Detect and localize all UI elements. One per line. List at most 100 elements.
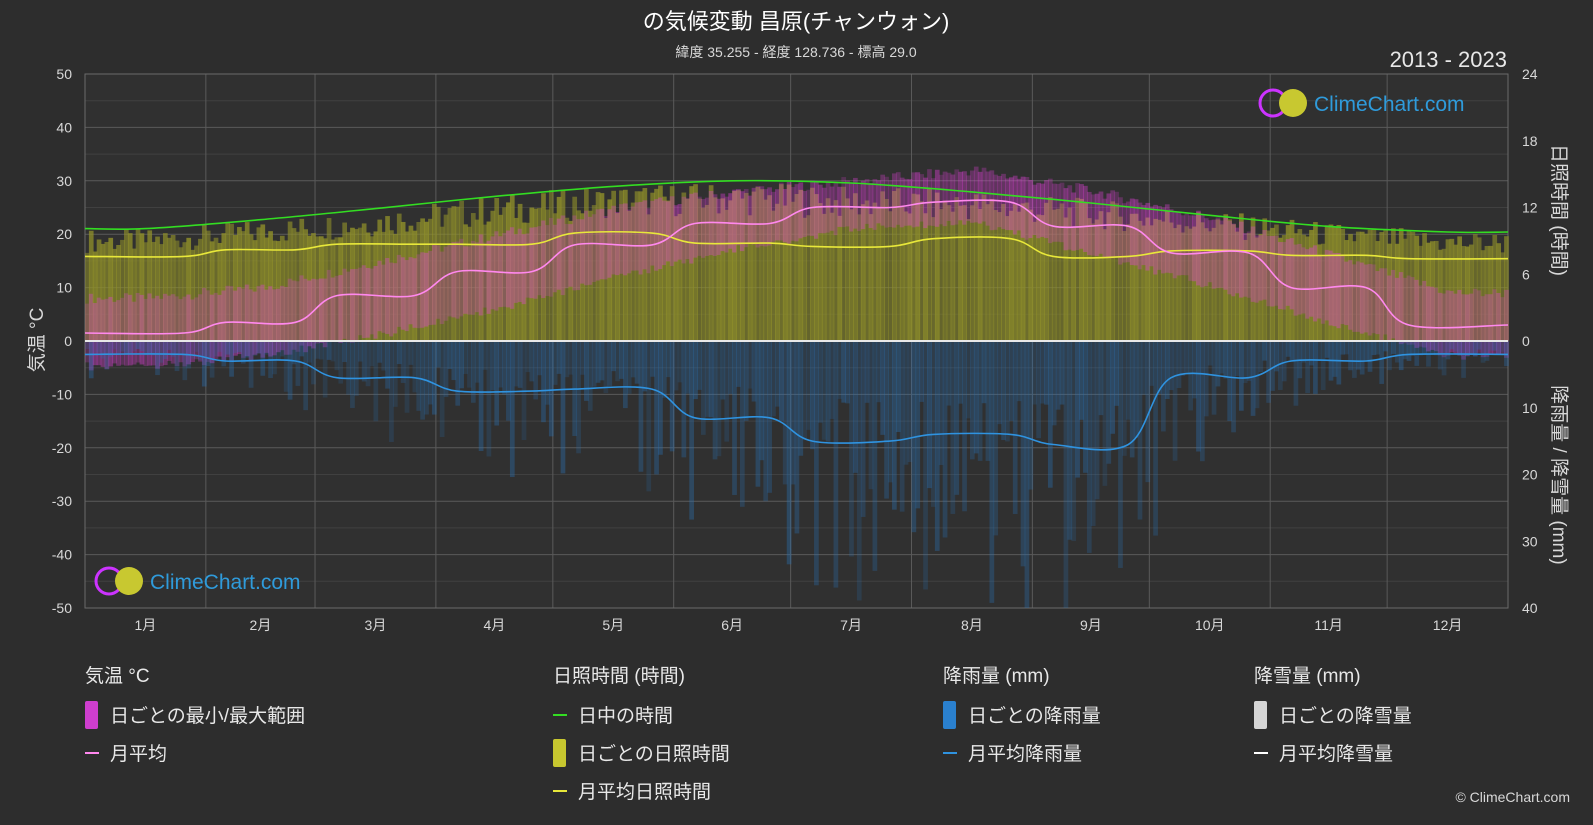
- sunshine-bar: [693, 184, 698, 341]
- temp-range-bar: [973, 166, 979, 223]
- sunshine-bar: [1040, 215, 1045, 341]
- temp-range-bar: [194, 297, 199, 360]
- sunshine-bar: [373, 231, 379, 341]
- sunshine-bar: [814, 194, 819, 341]
- temp-range-bar: [248, 289, 254, 361]
- temp-range-bar: [880, 174, 886, 226]
- temp-range-bar: [763, 189, 769, 247]
- sunshine-bar: [1063, 217, 1069, 341]
- sunshine-bar: [513, 217, 519, 341]
- temp-range-bar: [685, 198, 691, 260]
- left-tick-label: 50: [56, 66, 72, 82]
- left-tick-label: 10: [56, 280, 72, 296]
- logo-top[interactable]: ClimeChart.com: [1258, 88, 1465, 118]
- temp-range-bar: [958, 171, 963, 221]
- sunshine-bar: [763, 199, 769, 341]
- sunshine-bar: [525, 222, 531, 341]
- temp-range-bar: [919, 174, 925, 222]
- temp-range-bar: [517, 228, 523, 302]
- temp-range-bar: [915, 172, 921, 227]
- temp-range-bar: [1133, 199, 1139, 266]
- sunshine-bar: [1445, 239, 1451, 341]
- sunshine-bar: [724, 209, 730, 341]
- sunshine-bar: [1387, 243, 1392, 341]
- temp-range-bar: [759, 186, 765, 246]
- rain-bar: [1071, 341, 1077, 542]
- sunshine-bar: [143, 242, 149, 341]
- legend-item-label: 日ごとの最小/最大範囲: [110, 705, 305, 727]
- sunshine-bar: [798, 189, 804, 341]
- rain-bar: [1430, 341, 1435, 355]
- rain-bar: [1340, 341, 1346, 355]
- temp-range-bar: [860, 180, 866, 230]
- sunshine-bar: [283, 240, 289, 341]
- rain-bar: [899, 341, 905, 512]
- rain-bar: [767, 341, 772, 493]
- legend-item-label: 月平均: [110, 743, 167, 765]
- sunshine-bar: [92, 251, 98, 341]
- sunshine-bar: [767, 195, 772, 341]
- temp-range-bar: [276, 288, 281, 353]
- temp-range-bar: [771, 191, 776, 242]
- temp-range-bar: [661, 200, 667, 266]
- temp-range-bar: [728, 193, 733, 249]
- logo-sun-icon: [1279, 89, 1307, 117]
- sunshine-bar: [1071, 226, 1077, 341]
- sunshine-bar: [342, 222, 348, 341]
- series-lines: [84, 179, 1509, 451]
- temp-range-bar: [962, 171, 967, 225]
- temp-range-bar: [584, 210, 589, 286]
- temp-range-bar: [954, 169, 960, 225]
- right-top-tick-label: 18: [1522, 133, 1538, 149]
- sunshine-bar: [1301, 234, 1307, 341]
- sunshine-bar: [1090, 223, 1096, 341]
- temp-range-bar: [1083, 185, 1088, 253]
- sunshine-bar: [377, 219, 383, 341]
- sunshine-bar: [993, 210, 999, 341]
- sunshine-bar: [1024, 202, 1030, 341]
- left-tick-label: 30: [56, 173, 72, 189]
- temp-range-bar: [283, 286, 289, 355]
- sunshine-bar: [295, 231, 301, 341]
- rain-bar: [431, 341, 437, 415]
- sunshine-bar: [155, 236, 160, 341]
- temp-range-bar: [1344, 261, 1349, 326]
- sunshine-bar: [837, 215, 843, 341]
- legend-header: 日照時間 (時間): [553, 665, 685, 687]
- sunshine-bar: [1231, 224, 1236, 341]
- rain-bar: [365, 341, 371, 387]
- month-label: 5月: [602, 617, 624, 633]
- rain-bar: [1305, 341, 1310, 394]
- rain-bar: [724, 341, 730, 442]
- temp-range-bar: [354, 268, 359, 341]
- temp-range-bar: [123, 293, 129, 366]
- sunshine-bar: [396, 213, 402, 341]
- sunshine-bar: [931, 217, 936, 341]
- rain-bar: [237, 341, 242, 353]
- sunshine-bar: [174, 240, 180, 341]
- temp-range-bar: [318, 278, 324, 343]
- rain-bar: [603, 341, 609, 394]
- temp-range-bar: [334, 275, 340, 343]
- sunshine-bar: [315, 236, 320, 341]
- temp-range-bar: [182, 296, 188, 367]
- sunshine-bar: [272, 240, 277, 341]
- sunshine-bar: [1122, 231, 1127, 341]
- rain-bar: [1367, 341, 1373, 372]
- rain-bar: [244, 341, 250, 358]
- sunshine-bar: [1129, 213, 1135, 341]
- temp-range-bar: [155, 295, 160, 369]
- rain-bar: [307, 341, 312, 363]
- temp-range-bar: [143, 298, 149, 367]
- rain-bar: [330, 341, 336, 362]
- logo-bottom[interactable]: ClimeChart.com: [94, 566, 301, 596]
- rain-bar: [412, 341, 418, 393]
- sunshine-bar: [1254, 237, 1260, 341]
- temp-range-bar: [1324, 249, 1330, 321]
- sunshine-bar: [966, 219, 971, 341]
- temp-range-bar: [560, 215, 566, 296]
- rain-bar: [416, 341, 422, 411]
- sunshine-bar: [1410, 231, 1416, 341]
- temp-range-bar: [1355, 261, 1361, 332]
